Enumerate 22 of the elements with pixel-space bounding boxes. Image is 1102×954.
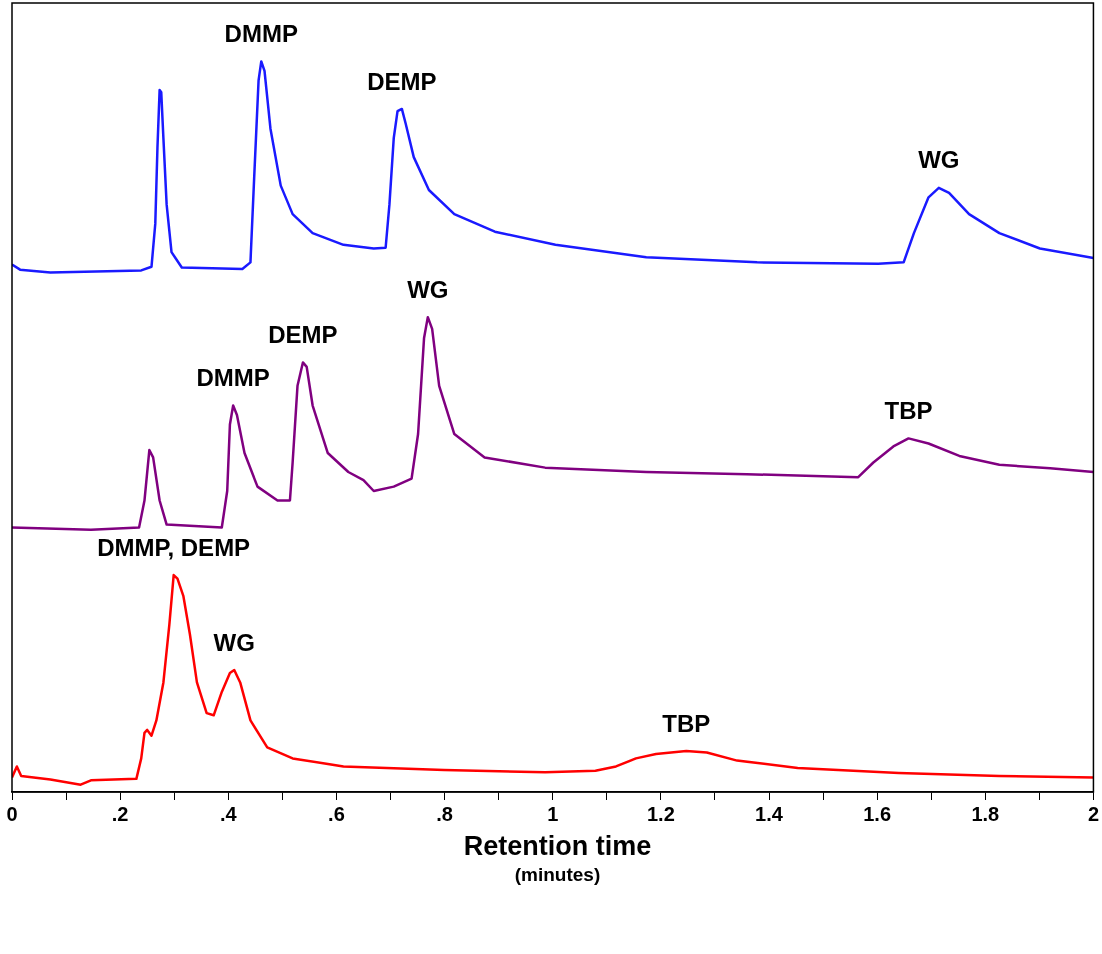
x-tick-label: 1.4 (755, 802, 784, 825)
x-axis-title: Retention time (minutes) (462, 830, 653, 887)
x-tick-label: .2 (111, 802, 129, 825)
x-tick-label: .4 (219, 802, 238, 825)
annotation: DMMP, DEMP (97, 533, 251, 561)
x-tick-label: .6 (328, 802, 345, 825)
x-tick-label: .8 (436, 802, 453, 825)
annotation: WG (918, 146, 960, 174)
annotation: WG (407, 275, 449, 303)
x-tick-label: 1.2 (646, 802, 675, 825)
x-tick-label: 0 (6, 802, 18, 825)
annotation: DEMP (268, 321, 338, 349)
annotation: WG (213, 628, 255, 656)
x-tick-label: 1 (547, 802, 559, 825)
x-tick-label: 1.6 (863, 802, 892, 825)
x-tick-label: 2 (1087, 802, 1099, 825)
annotation: TBP (662, 709, 711, 737)
x-tick-label: 1.8 (971, 802, 1000, 825)
annotation: DEMP (367, 67, 437, 95)
annotation: TBP (884, 397, 933, 425)
annotation: DMMP (224, 20, 298, 48)
annotation: DMMP (196, 364, 270, 392)
